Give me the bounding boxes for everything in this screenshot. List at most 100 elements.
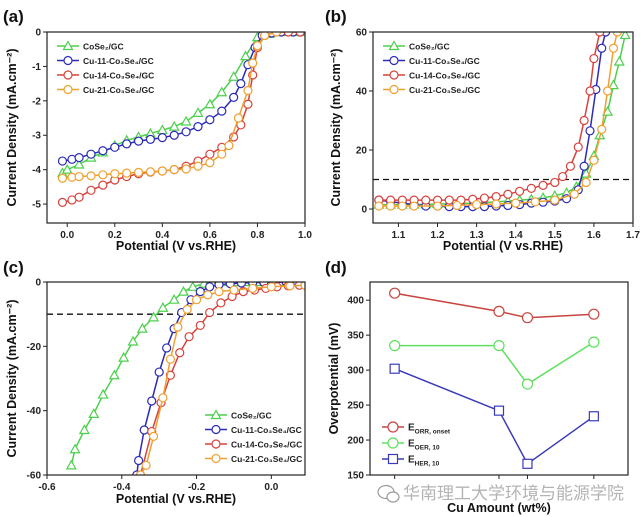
data-point — [157, 302, 169, 312]
y-axis-label: Overpotential (mV) — [327, 323, 341, 435]
y-tick-label: 400 — [347, 296, 364, 307]
panel-d: (d) 150 200 250 300 350 400 Cu Amount (wt%) Over… — [325, 258, 629, 515]
data-point — [180, 115, 192, 126]
series-1 — [389, 336, 600, 390]
y-tick-label: 300 — [347, 366, 364, 377]
data-point — [252, 41, 263, 51]
data-point — [139, 425, 149, 435]
y-axis-label: Current Density (mA.cm⁻²) — [5, 299, 19, 457]
legend-label-sub: OER, 10 — [415, 445, 440, 452]
x-tick-label: 0.8 — [250, 230, 264, 241]
data-point — [233, 113, 244, 123]
data-point — [169, 165, 179, 175]
data-point — [162, 343, 172, 353]
data-point — [295, 32, 305, 37]
data-point — [585, 126, 595, 136]
x-tick-label: 1.2 — [431, 230, 445, 241]
series-line — [62, 32, 277, 180]
data-point — [479, 193, 490, 203]
plot-area — [47, 282, 305, 475]
legend-label: CoSe₂/GC — [409, 42, 450, 52]
data-point — [588, 411, 599, 422]
y-tick-label: -3 — [32, 131, 41, 142]
plot-frame — [46, 281, 306, 476]
data-point — [595, 32, 605, 37]
y-tick-label: -1 — [32, 62, 41, 73]
legend-label: CoSe₂/GC — [83, 42, 124, 52]
series-line — [394, 292, 594, 319]
panel-label: (b) — [325, 7, 347, 26]
data-point — [579, 115, 589, 126]
data-point — [57, 173, 68, 183]
data-point — [493, 305, 505, 317]
data-point — [229, 285, 239, 295]
data-point — [503, 189, 513, 199]
legend-marker — [211, 439, 221, 449]
plot-frame — [372, 31, 634, 224]
data-point — [236, 282, 247, 288]
data-point — [511, 198, 521, 208]
data-point — [177, 285, 190, 296]
data-point — [607, 79, 619, 90]
legend-marker — [62, 40, 74, 51]
x-tick-label: 1.3 — [470, 230, 484, 241]
legend: CoSe₂/GC Cu-11-Co₃Se₄/GC Cu-14-Co₃Se₄/GC Cu… — [205, 409, 302, 464]
data-point — [118, 351, 130, 362]
panel-a: (a) 0.0 0.2 0.4 0.6 0.8 1.0 0 -1 -2 -3 -4 -5 Potentia… — [3, 7, 312, 253]
data-point — [259, 32, 270, 41]
data-point — [98, 180, 108, 190]
legend-label: Cu-14-Co₃Se₄/GC — [409, 71, 480, 81]
data-point — [165, 354, 175, 364]
data-point — [157, 166, 167, 176]
y-tick-label: -2 — [32, 96, 41, 107]
y-tick-label: -20 — [27, 342, 42, 353]
data-point — [73, 158, 85, 169]
data-point — [240, 50, 252, 61]
data-point — [74, 192, 84, 202]
legend-item: Cu-14-Co₃Se₄/GC — [383, 70, 480, 81]
data-point — [205, 282, 215, 292]
panel-label: (c) — [3, 258, 24, 277]
data-point — [192, 107, 204, 117]
data-point — [389, 363, 400, 374]
data-point — [612, 32, 622, 37]
data-point — [588, 336, 600, 348]
legend-marker — [389, 70, 399, 80]
x-tick-label: 0.0 — [60, 230, 74, 241]
data-point — [158, 393, 168, 403]
y-tick-label: 20 — [356, 145, 368, 156]
y-axis-label: Current Density (mA.cm⁻²) — [5, 48, 19, 206]
data-point — [588, 308, 600, 320]
data-point — [224, 140, 234, 151]
data-point — [205, 115, 215, 125]
x-tick-label: 1.4 — [509, 230, 523, 241]
y-tick-label: -4 — [32, 165, 41, 176]
data-point — [86, 185, 96, 195]
data-point — [205, 307, 215, 318]
data-point — [565, 161, 576, 171]
data-point — [581, 177, 591, 188]
data-point — [573, 142, 583, 152]
data-point — [248, 283, 258, 294]
y-tick-label: 350 — [347, 331, 364, 342]
series-2 — [374, 32, 605, 205]
data-point — [181, 127, 191, 137]
legend-item: Cu-21-Co₃Se₄/GC — [205, 453, 302, 464]
data-point — [515, 186, 525, 196]
series-2 — [57, 32, 305, 207]
legend-label-main: E — [408, 439, 415, 450]
data-point — [217, 106, 227, 116]
legend-item: Cu-14-Co₃Se₄/GC — [57, 70, 154, 81]
data-point — [135, 470, 146, 475]
data-point — [216, 298, 226, 308]
legend-label: Cu-11-Co₃Se₄/GC — [231, 425, 302, 435]
data-point — [526, 183, 536, 193]
plot-frame — [46, 31, 306, 224]
data-point — [148, 311, 160, 322]
data-point — [389, 340, 401, 352]
data-point — [205, 149, 215, 159]
data-point — [169, 130, 179, 140]
x-axis-label: Potential (V vs.RHE) — [116, 492, 236, 506]
legend-item: EOER, 10 — [382, 437, 440, 452]
data-point — [145, 167, 156, 177]
